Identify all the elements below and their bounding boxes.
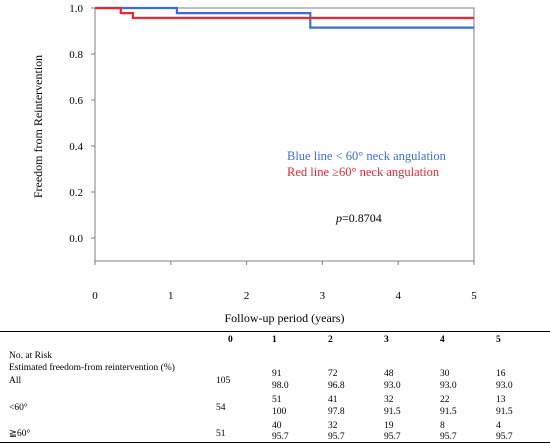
- risk-cell: 51: [272, 395, 282, 405]
- y-tick-label: 0.8: [69, 49, 83, 61]
- y-tick-label: 0.2: [69, 187, 83, 199]
- risk-section-label: No. at Risk: [9, 351, 53, 361]
- freedom-cell: 95.7: [328, 432, 345, 442]
- risk-cell: 72: [328, 369, 338, 379]
- risk-header-2: 2: [328, 335, 333, 345]
- freedom-cell: 97.8: [328, 407, 345, 417]
- legend-entry-lt60: Blue line < 60° neck angulation: [287, 149, 447, 163]
- y-tick-label: 0.0: [69, 233, 83, 245]
- legend-entry-ge60: Red line ≥60° neck angulation: [287, 165, 440, 179]
- freedom-cell: 93.0: [496, 381, 513, 391]
- x-tick-label: 4: [395, 290, 401, 302]
- risk-cell: 13: [496, 395, 506, 405]
- y-axis-label: Freedom from Reintervention: [31, 55, 45, 198]
- risk-cell: 8: [440, 421, 445, 431]
- freedom-cell: 95.7: [384, 432, 401, 442]
- risk-header-3: 3: [384, 335, 389, 345]
- risk-cell: 32: [328, 421, 338, 431]
- freedom-cell: 91.5: [384, 407, 401, 417]
- km-chart: 0.0 0.2 0.4 0.6 0.8 1.0 0 1 2 3 4 5 Follow-up period…: [31, 3, 477, 325]
- risk-cell: 19: [384, 421, 394, 431]
- x-tick-label: 5: [471, 290, 477, 302]
- freedom-cell: 95.7: [440, 432, 457, 442]
- risk-cell: 54: [216, 403, 226, 413]
- freedom-cell: 96.8: [328, 381, 345, 391]
- freedom-cell: 95.7: [496, 432, 513, 442]
- x-tick-label: 0: [92, 290, 98, 302]
- series-line-ge60: [95, 6, 474, 19]
- p-value-text: =0.8704: [342, 211, 382, 225]
- x-tick-label: 2: [244, 290, 250, 302]
- risk-table-bottom-rule: [0, 442, 550, 443]
- risk-cell: 91: [272, 369, 282, 379]
- risk-header-4: 4: [440, 335, 445, 345]
- freedom-cell: 98.0: [272, 381, 289, 391]
- risk-cell: 32: [384, 395, 394, 405]
- y-tick-label: 1.0: [69, 3, 83, 15]
- x-tick-label: 3: [320, 290, 326, 302]
- risk-cell: 40: [272, 421, 282, 431]
- freedom-cell: 100: [272, 407, 287, 417]
- freedom-cell: 91.5: [440, 407, 457, 417]
- series-line-lt60: [95, 6, 474, 29]
- freedom-cell: 93.0: [384, 381, 401, 391]
- risk-cell: 105: [216, 376, 231, 386]
- p-value-annotation: p=0.8704: [335, 211, 382, 225]
- plot-frame: [94, 7, 475, 262]
- freedom-cell: 95.7: [272, 432, 289, 442]
- risk-header-1: 1: [272, 335, 277, 345]
- risk-cell: 30: [440, 369, 450, 379]
- freedom-cell: 93.0: [440, 381, 457, 391]
- risk-cell: 48: [384, 369, 394, 379]
- x-axis-label: Follow-up period (years): [225, 311, 345, 325]
- risk-table-top-rule: [0, 331, 550, 332]
- risk-header-5: 5: [496, 335, 501, 345]
- risk-table: 0 1 2 3 4 5 No. at Risk Estimated freedo…: [0, 326, 550, 447]
- y-tick-label: 0.6: [69, 95, 83, 107]
- x-tick-label: 1: [168, 290, 174, 302]
- freedom-cell: 91.5: [496, 407, 513, 417]
- risk-row-label-ge60: ≧60°: [9, 429, 31, 439]
- risk-row-label-all: All: [9, 376, 22, 386]
- risk-cell: 22: [440, 395, 450, 405]
- risk-header-0: 0: [228, 335, 233, 345]
- risk-cell: 51: [216, 429, 226, 439]
- risk-estimate-label: Estimated freedom-from reintervention (%…: [9, 363, 175, 373]
- risk-cell: 41: [328, 395, 338, 405]
- y-tick-label: 0.4: [69, 141, 83, 153]
- risk-cell: 16: [496, 369, 506, 379]
- risk-row-label-lt60: <60°: [9, 403, 28, 413]
- risk-cell: 4: [496, 421, 501, 431]
- p-value-symbol: p: [335, 211, 342, 225]
